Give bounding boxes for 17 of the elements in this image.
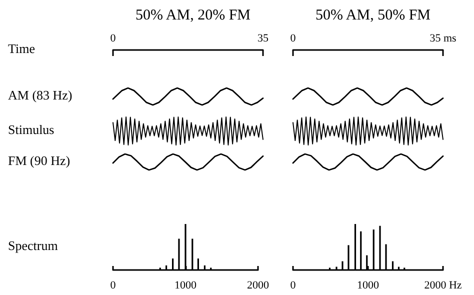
y-axis-title: AM (83 Hz) [8, 88, 72, 102]
x-tick-label: 1000 [357, 280, 380, 292]
x-tick-label: 2000 Hz [424, 280, 462, 292]
x-tick-label: 1000 [174, 280, 197, 292]
chart-title: 50% AM, 50% FM [315, 8, 431, 24]
x-tick-label: 0 [110, 32, 116, 44]
y-axis-title: Stimulus [8, 122, 54, 137]
x-tick-label: 35 [258, 32, 269, 44]
y-axis-title: Spectrum [8, 238, 58, 253]
x-tick-label: 0 [290, 280, 296, 292]
chart-title: 50% AM, 20% FM [135, 8, 251, 24]
x-tick-label: 2000 [247, 280, 270, 292]
x-tick-label: 0 [110, 280, 116, 292]
x-tick-label: 35 ms [430, 32, 456, 44]
x-axis-title: Time [8, 41, 36, 56]
x-tick-label: 0 [290, 32, 296, 44]
y-axis-title: FM (90 Hz) [8, 153, 70, 168]
